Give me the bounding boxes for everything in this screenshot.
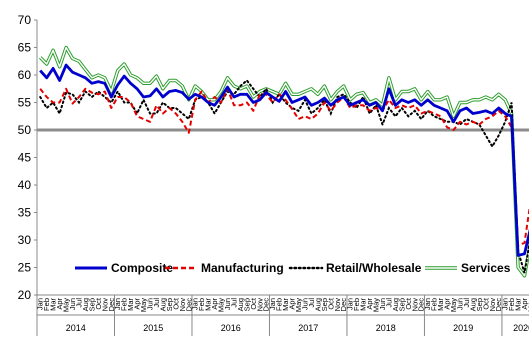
legend-label-manufacturing: Manufacturing [201,261,284,275]
series-group [40,48,529,276]
year-label: 2014 [66,323,86,333]
year-label: 2017 [298,323,318,333]
axes-group [34,20,529,336]
year-label: 2015 [143,323,163,333]
year-label: 2019 [453,323,473,333]
y-tick-label: 70 [18,13,32,27]
x-tick-labels: JanFebMarAprMayJunJulAugSepOctNovDecJanF… [36,297,529,312]
y-tick-label: 65 [18,41,32,55]
y-tick-label: 20 [18,288,32,302]
year-labels: 2014 2015 2016 2017 2018 2019 2020 [66,323,529,333]
legend-label-composite: Composite [111,261,173,275]
y-tick-label: 35 [18,206,32,220]
y-tick-label: 45 [18,151,32,165]
y-tick-label: 60 [18,68,32,82]
y-tick-label: 40 [18,178,32,192]
legend-label-services: Services [461,261,511,275]
legend: Composite Manufacturing Retail/Wholesale Se… [70,258,511,278]
year-label: 2016 [221,323,241,333]
legend-label-retail-wholesale: Retail/Wholesale [326,261,422,275]
y-tick-labels: 20 25 30 35 40 45 50 55 60 65 70 [18,13,32,302]
y-tick-label: 55 [18,96,32,110]
series-line-services-outer [40,48,529,276]
y-tick-label: 50 [18,123,32,137]
year-label: 2020 [513,323,529,333]
y-tick-label: 30 [18,233,32,247]
year-label: 2018 [376,323,396,333]
series-line-composite [40,65,529,255]
y-tick-label: 25 [18,261,32,275]
